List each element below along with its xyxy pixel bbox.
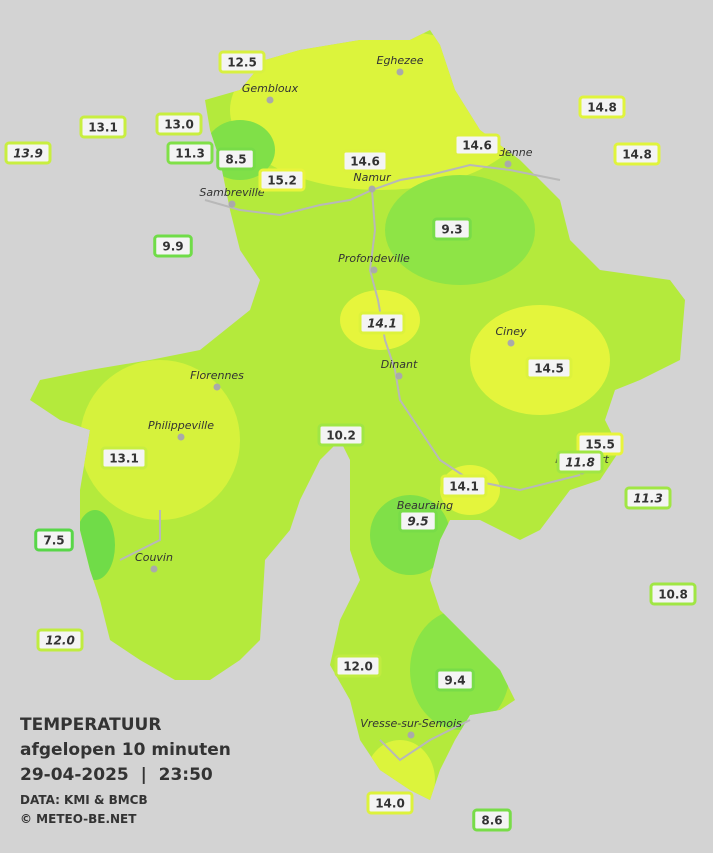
datetime: 29-04-2025 | 23:50 bbox=[20, 765, 213, 785]
town-name: Namur bbox=[353, 171, 392, 184]
station-value: 14.8 bbox=[622, 148, 652, 162]
station-value: 15.5 bbox=[585, 438, 615, 452]
station-box bbox=[36, 628, 84, 652]
town-dot bbox=[266, 96, 274, 104]
station-value: 10.8 bbox=[658, 588, 688, 602]
town-name: Ciney bbox=[496, 325, 527, 338]
credit: © METEO-BE.NET bbox=[20, 812, 137, 826]
subtitle: afgelopen 10 minuten bbox=[20, 740, 231, 760]
station-box bbox=[578, 95, 626, 119]
station-box bbox=[472, 808, 512, 832]
town-dot bbox=[395, 372, 403, 380]
station-box bbox=[613, 142, 661, 166]
station-box bbox=[334, 654, 382, 678]
station-box bbox=[155, 112, 203, 136]
station-value: 9.5 bbox=[407, 515, 428, 529]
station-value: 14.1 bbox=[449, 480, 479, 494]
town-dot bbox=[507, 339, 515, 347]
station-box bbox=[4, 141, 52, 165]
town-dot bbox=[150, 565, 158, 573]
station-value: 12.0 bbox=[343, 660, 373, 674]
station-box bbox=[34, 528, 74, 552]
town-name: Profondeville bbox=[338, 252, 410, 265]
station-box bbox=[216, 147, 256, 171]
station-value: 8.5 bbox=[225, 153, 246, 167]
station-value: 9.3 bbox=[441, 223, 462, 237]
title: TEMPERATUUR bbox=[20, 715, 161, 735]
station-value: 9.9 bbox=[162, 240, 183, 254]
station-value: 12.5 bbox=[227, 56, 257, 70]
station-box bbox=[366, 791, 414, 815]
town-dot bbox=[370, 266, 378, 274]
town-dot bbox=[504, 160, 512, 168]
station-value: 13.9 bbox=[13, 147, 43, 161]
station-value: 13.1 bbox=[88, 121, 118, 135]
station-box bbox=[317, 423, 365, 447]
station-value: 11.3 bbox=[175, 147, 205, 161]
station-box bbox=[432, 217, 472, 241]
station-box bbox=[166, 141, 214, 165]
town-name: Florennes bbox=[190, 369, 244, 382]
station-box bbox=[79, 115, 127, 139]
town-dot bbox=[228, 200, 236, 208]
station-box bbox=[435, 668, 475, 692]
station-value: 14.6 bbox=[350, 155, 380, 169]
station-value: 13.0 bbox=[164, 118, 194, 132]
station-value: 14.1 bbox=[367, 317, 397, 331]
town-name: Philippeville bbox=[148, 419, 214, 432]
town-name: Vresse-sur-Semois bbox=[360, 717, 462, 730]
stations: 12.5 13.1 13.0 13.9 11.3 8.5 15.2 14.6 14.6 14.8 1… bbox=[4, 50, 697, 832]
station-box bbox=[258, 168, 306, 192]
town-name: Couvin bbox=[135, 551, 173, 564]
town-dot bbox=[368, 185, 376, 193]
town-dot bbox=[407, 731, 415, 739]
station-box bbox=[453, 133, 501, 157]
station-value: 14.0 bbox=[375, 797, 405, 811]
station-box bbox=[358, 311, 406, 335]
station-value: 11.8 bbox=[565, 456, 595, 470]
station-value: 7.5 bbox=[43, 534, 64, 548]
station-box bbox=[649, 582, 697, 606]
station-value: 9.4 bbox=[444, 674, 465, 688]
town-dot bbox=[177, 433, 185, 441]
station-value: 8.6 bbox=[481, 814, 502, 828]
station-box bbox=[440, 474, 488, 498]
station-box bbox=[100, 446, 148, 470]
credit: DATA: KMI & BMCB bbox=[20, 793, 148, 807]
town-name: Sambreville bbox=[199, 186, 264, 199]
town-dot bbox=[396, 68, 404, 76]
station-box bbox=[398, 509, 438, 533]
station-value: 12.0 bbox=[45, 634, 75, 648]
station-box bbox=[624, 486, 672, 510]
town-name: Dinant bbox=[381, 358, 418, 371]
station-value: 14.8 bbox=[587, 101, 617, 115]
station-value: 14.6 bbox=[462, 139, 492, 153]
station-value: 10.2 bbox=[326, 429, 356, 443]
town-name: Eghezee bbox=[377, 54, 424, 67]
town-name: Gembloux bbox=[242, 82, 299, 95]
town-dot bbox=[213, 383, 221, 391]
town-name: Beauraing bbox=[397, 499, 453, 512]
station-box bbox=[341, 149, 389, 173]
station-value: 13.1 bbox=[109, 452, 139, 466]
station-box bbox=[525, 356, 573, 380]
station-box bbox=[556, 450, 604, 474]
station-value: 15.2 bbox=[267, 174, 297, 188]
station-value: 14.5 bbox=[534, 362, 564, 376]
station-value: 11.3 bbox=[633, 492, 663, 506]
station-box bbox=[218, 50, 266, 74]
station-box bbox=[153, 234, 193, 258]
